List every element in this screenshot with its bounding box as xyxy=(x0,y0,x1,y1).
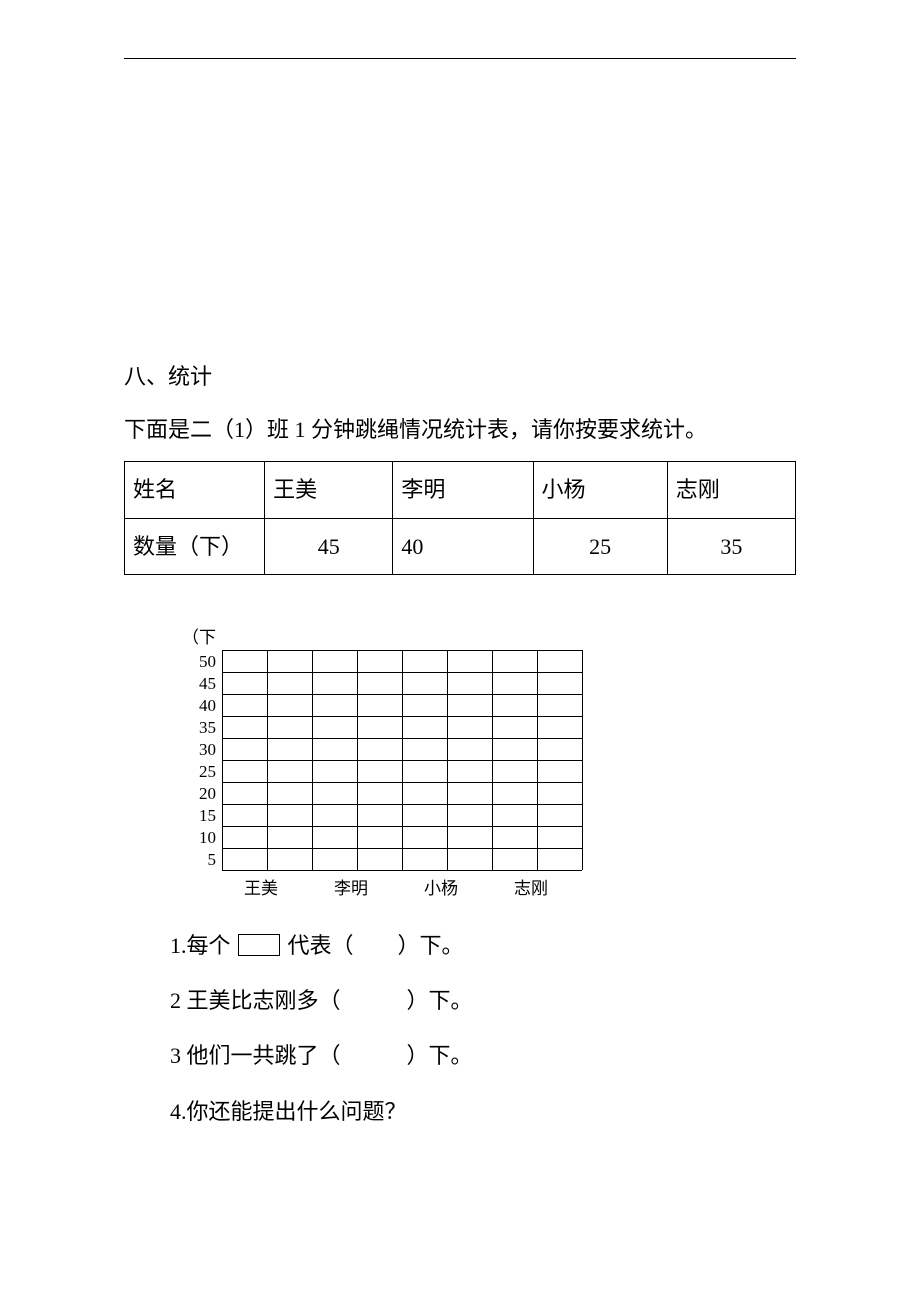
y-axis-labels: （下 50 45 40 35 30 25 20 15 10 5 xyxy=(182,629,222,871)
y-tick: 10 xyxy=(188,827,216,849)
col-header-1: 王美 xyxy=(265,462,393,518)
gridline-v xyxy=(582,650,583,870)
col-header-4: 志刚 xyxy=(667,462,795,518)
gridline-v xyxy=(402,650,403,870)
gridline-v xyxy=(492,650,493,870)
chart-area: （下 50 45 40 35 30 25 20 15 10 5 王美李明小杨志刚 xyxy=(182,629,796,902)
x-axis-labels: 王美李明小杨志刚 xyxy=(216,875,796,902)
cell-value-4: 35 xyxy=(667,518,795,574)
page: 八、统计 下面是二（1）班 1 分钟跳绳情况统计表，请你按要求统计。 姓名 王美… xyxy=(0,0,920,1302)
intro-text: 下面是二（1）班 1 分钟跳绳情况统计表，请你按要求统计。 xyxy=(124,412,796,447)
box-icon xyxy=(238,934,280,956)
gridline-v xyxy=(222,650,223,870)
gridline-v xyxy=(312,650,313,870)
question-4: 4.你还能提出什么问题？ xyxy=(170,1094,796,1129)
table-row: 数量（下） 45 40 25 35 xyxy=(125,518,796,574)
col-header-2: 李明 xyxy=(393,462,533,518)
y-tick: 30 xyxy=(188,739,216,761)
gridline-v xyxy=(447,650,448,870)
y-tick: 20 xyxy=(188,783,216,805)
cell-value-1: 45 xyxy=(265,518,393,574)
gridline-v xyxy=(537,650,538,870)
x-label: 志刚 xyxy=(486,875,576,902)
cell-value-3: 25 xyxy=(533,518,667,574)
cell-value-2: 40 xyxy=(393,518,533,574)
section-title: 八、统计 xyxy=(124,359,796,394)
y-tick: 40 xyxy=(188,695,216,717)
col-header-name: 姓名 xyxy=(125,462,265,518)
question-1: 1.每个 代表（ ）下。 xyxy=(170,928,796,963)
row-label: 数量（下） xyxy=(125,518,265,574)
col-header-3: 小杨 xyxy=(533,462,667,518)
question-3: 3 他们一共跳了（ ）下。 xyxy=(170,1038,796,1073)
q1-text-a: 1.每个 xyxy=(170,933,231,958)
x-label: 李明 xyxy=(306,875,396,902)
content-area: 八、统计 下面是二（1）班 1 分钟跳绳情况统计表，请你按要求统计。 姓名 王美… xyxy=(124,59,796,1129)
x-label: 小杨 xyxy=(396,875,486,902)
question-2: 2 王美比志刚多（ ）下。 xyxy=(170,983,796,1018)
y-tick: 5 xyxy=(188,849,216,871)
x-label: 王美 xyxy=(216,875,306,902)
y-tick: 25 xyxy=(188,761,216,783)
gridline-v xyxy=(267,650,268,870)
data-table: 姓名 王美 李明 小杨 志刚 数量（下） 45 40 25 35 xyxy=(124,461,796,574)
y-tick: 45 xyxy=(188,673,216,695)
gridline-h xyxy=(222,870,582,871)
y-tick: 50 xyxy=(188,651,216,673)
y-tick: 15 xyxy=(188,805,216,827)
chart-grid xyxy=(222,650,582,871)
questions: 1.每个 代表（ ）下。 2 王美比志刚多（ ）下。 3 他们一共跳了（ ）下。… xyxy=(170,928,796,1129)
y-tick: 35 xyxy=(188,717,216,739)
gridline-v xyxy=(357,650,358,870)
q1-text-b: 代表（ ）下。 xyxy=(288,933,464,958)
table-row: 姓名 王美 李明 小杨 志刚 xyxy=(125,462,796,518)
y-axis-unit: （下 xyxy=(182,629,216,649)
